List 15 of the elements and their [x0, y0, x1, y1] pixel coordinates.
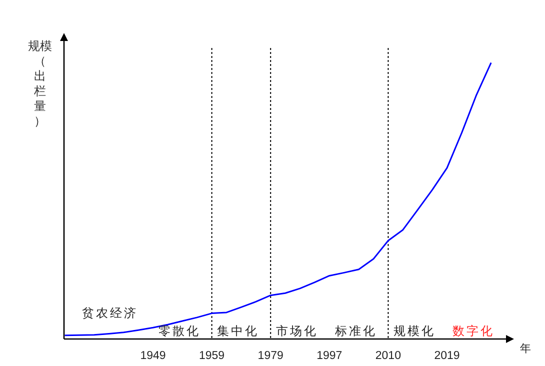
annotation: 集中化: [217, 324, 260, 338]
annotation: 市场化: [276, 324, 318, 338]
annotation: 规模化: [394, 324, 436, 338]
x-tick-label: 2010: [375, 350, 401, 362]
y-axis-title: 规模（出栏量）: [28, 39, 52, 128]
x-tick-label: 1997: [316, 350, 342, 362]
x-axis-title: 年: [520, 342, 531, 355]
annotation: 零散化: [158, 324, 200, 338]
x-tick-label: 1959: [199, 350, 225, 362]
annotation: 数字化: [452, 324, 494, 338]
annotation: 标准化: [334, 324, 377, 338]
annotation: 贫农经济: [82, 306, 138, 320]
x-tick-label: 1949: [140, 350, 166, 362]
x-tick-label: 1979: [258, 350, 284, 362]
x-tick-label: 2019: [434, 350, 460, 362]
